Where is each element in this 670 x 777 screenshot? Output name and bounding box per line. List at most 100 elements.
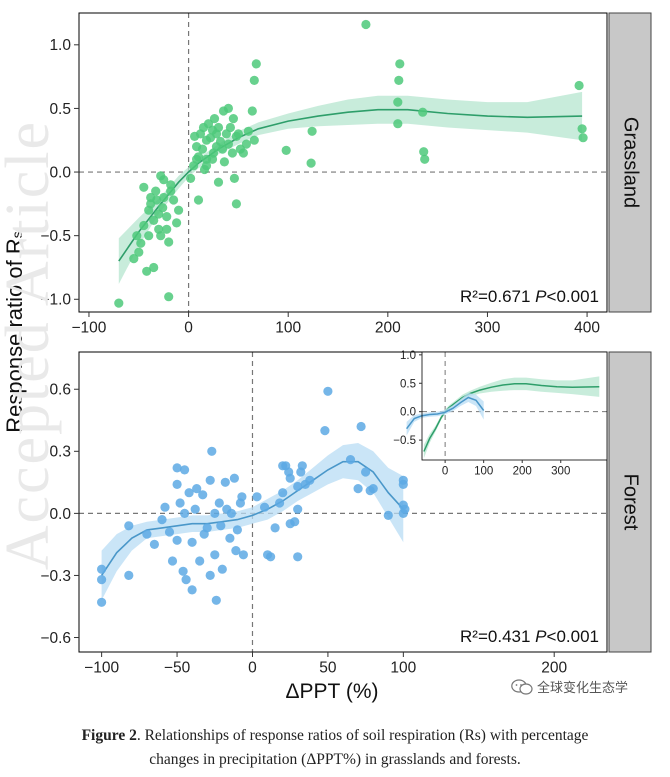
- fit-line: [118, 108, 583, 262]
- y-tick-label: 0.5: [400, 378, 416, 390]
- y-tick-label: 0.6: [49, 382, 71, 399]
- data-point: [132, 231, 142, 241]
- data-point: [394, 75, 404, 85]
- data-point: [129, 254, 139, 264]
- plot-frame: [421, 351, 608, 461]
- data-point: [275, 498, 285, 508]
- data-point: [228, 114, 238, 124]
- p-italic-label: P: [535, 287, 547, 306]
- data-point: [578, 133, 588, 143]
- data-point: [142, 266, 152, 276]
- caption-line-1: Figure 2. Relationships of response rati…: [0, 724, 670, 748]
- data-point: [214, 498, 224, 508]
- data-point: [418, 107, 428, 117]
- data-point: [419, 147, 429, 157]
- data-point: [149, 262, 159, 273]
- data-point: [305, 475, 315, 485]
- data-point: [164, 292, 174, 302]
- data-point: [146, 192, 156, 203]
- data-point: [162, 212, 172, 222]
- data-point: [124, 570, 134, 581]
- forest-panel: −100 −50 0 50 100 200 −0.6 −0.3 0.0 0.3 0.6 R²=0.43…: [40, 351, 652, 677]
- data-point: [201, 161, 212, 171]
- facet-strip: [608, 351, 652, 653]
- confidence-band: [101, 443, 404, 601]
- data-point: [124, 521, 134, 531]
- data-point: [114, 298, 124, 308]
- data-point: [281, 145, 291, 155]
- y-tick-label: 0.0: [49, 164, 71, 181]
- y-tick-label: 0.0: [400, 407, 416, 419]
- data-point: [211, 595, 221, 605]
- confidence-band: [406, 392, 484, 436]
- data-point: [207, 446, 217, 456]
- data-point: [167, 556, 178, 566]
- data-point: [97, 575, 107, 585]
- data-point: [157, 515, 167, 525]
- data-point: [395, 59, 405, 69]
- data-point: [266, 552, 276, 562]
- data-point: [164, 527, 175, 537]
- facet-label: Grassland: [620, 117, 642, 208]
- data-point: [293, 552, 303, 562]
- data-point: [166, 180, 176, 190]
- x-tick-label: −100: [84, 660, 119, 677]
- data-point: [238, 148, 248, 158]
- wechat-icon: [511, 678, 533, 695]
- data-point: [260, 502, 270, 512]
- data-point: [577, 124, 587, 134]
- grassland-panel: −100 0 100 200 300 400 −1.0 −0.5 0.0 0.5 1.0 R²=0.6…: [40, 12, 652, 337]
- data-point: [210, 550, 220, 560]
- data-point: [136, 238, 146, 248]
- data-point: [345, 455, 356, 465]
- data-point: [219, 157, 229, 167]
- data-point: [249, 75, 259, 85]
- inset-panel: 0 100 200 300 −0.5 0.0 0.5 1.0: [393, 350, 608, 478]
- data-point: [190, 131, 200, 141]
- x-tick-label: −100: [72, 320, 107, 337]
- data-point: [307, 126, 317, 136]
- y-tick-label: −0.5: [40, 228, 71, 245]
- data-point: [293, 504, 303, 514]
- data-point: [574, 80, 584, 91]
- data-point: [149, 539, 159, 550]
- data-point: [229, 473, 239, 483]
- data-point: [180, 465, 190, 475]
- data-point: [320, 426, 330, 436]
- brand-text: 全球变化生态学: [537, 681, 629, 696]
- data-point: [252, 492, 262, 502]
- data-point: [97, 597, 107, 607]
- y-axis-label: Response ratio of Rs: [2, 231, 27, 432]
- r-squared-label: R²=0.671: [460, 287, 535, 306]
- data-point: [193, 195, 204, 205]
- data-point: [225, 122, 235, 133]
- data-point: [139, 220, 149, 231]
- data-point: [159, 192, 169, 203]
- data-point: [195, 556, 205, 566]
- data-point: [398, 479, 408, 489]
- y-tick-label: −0.5: [393, 435, 416, 447]
- data-point: [197, 144, 208, 154]
- x-tick-label: 300: [475, 320, 501, 337]
- data-point: [231, 199, 241, 209]
- y-axis-label-main: Response ratio of R: [2, 238, 27, 432]
- data-point: [293, 481, 303, 492]
- data-point: [169, 195, 179, 205]
- caption-figure-label: Figure 2: [81, 727, 137, 744]
- data-point: [225, 533, 235, 543]
- y-tick-label: −0.3: [40, 568, 71, 585]
- data-point: [144, 205, 154, 215]
- x-tick-label: 100: [390, 660, 416, 677]
- data-point: [237, 492, 247, 502]
- x-tick-label: 100: [275, 320, 301, 337]
- data-point: [159, 175, 169, 185]
- data-point: [139, 182, 149, 192]
- x-tick-label: 100: [474, 466, 493, 478]
- data-point: [210, 508, 220, 518]
- data-point: [223, 139, 233, 149]
- plot-area: [79, 13, 607, 312]
- data-point: [186, 173, 196, 183]
- data-point: [151, 186, 161, 196]
- y-tick-label: −1.0: [40, 292, 71, 309]
- data-point: [400, 504, 410, 514]
